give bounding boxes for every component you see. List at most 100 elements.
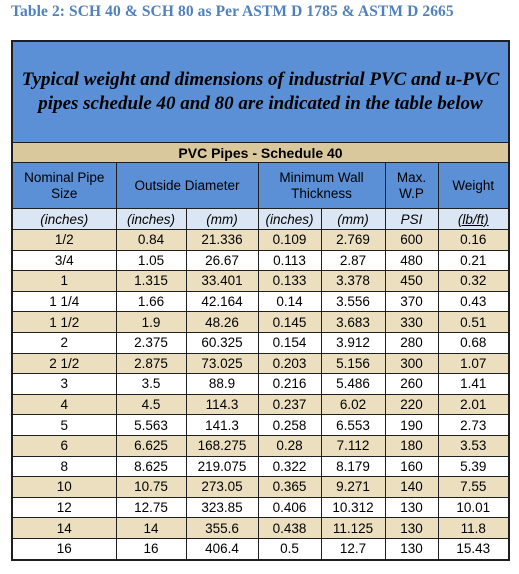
cell-wall-inches: 0.109 [257, 229, 322, 251]
table-row: 4 4.5 114.3 0.237 6.02 220 2.01 [11, 393, 510, 416]
cell-max-psi: 130 [384, 496, 439, 519]
unit-weight-lbft: (lb/ft) [437, 208, 510, 230]
header-minimum-wall-thickness: Minimum Wall Thickness [257, 162, 386, 209]
cell-max-psi: 300 [384, 352, 439, 375]
table-row: 14 14 355.6 0.438 11.125 130 11.8 [11, 517, 510, 539]
cell-wall-inches: 0.406 [257, 496, 322, 519]
cell-wall-inches: 0.365 [257, 476, 322, 498]
cell-weight: 10.01 [437, 496, 510, 519]
cell-od-inches: 4.5 [115, 393, 187, 416]
table-row: 3 3.5 88.9 0.216 5.486 260 1.41 [11, 373, 510, 395]
cell-od-inches: 14 [115, 517, 187, 539]
cell-nominal-size: 3 [11, 373, 117, 395]
cell-wall-inches: 0.154 [257, 331, 322, 354]
unit-od-inches: (inches) [115, 208, 187, 230]
cell-wall-mm: 3.683 [320, 311, 386, 333]
cell-weight: 2.01 [437, 393, 510, 416]
header-weight: Weight [437, 162, 510, 209]
cell-od-inches: 12.75 [115, 496, 187, 519]
cell-od-inches: 0.84 [115, 229, 187, 251]
cell-wall-inches: 0.14 [257, 290, 322, 313]
cell-max-psi: 190 [384, 414, 439, 436]
section-title: PVC Pipes - Schedule 40 [11, 142, 510, 163]
table-row: 2 1/2 2.875 73.025 0.203 5.156 300 1.07 [11, 352, 510, 375]
cell-wall-mm: 11.125 [320, 517, 386, 539]
cell-wall-inches: 0.438 [257, 517, 322, 539]
cell-wall-mm: 3.378 [320, 270, 386, 292]
cell-max-psi: 480 [384, 249, 439, 272]
table-row: 1 1.315 33.401 0.133 3.378 450 0.32 [11, 270, 510, 292]
cell-od-mm: 168.275 [185, 434, 259, 457]
cell-wall-mm: 6.553 [320, 414, 386, 436]
cell-od-mm: 26.67 [185, 249, 259, 272]
cell-od-mm: 73.025 [185, 352, 259, 375]
cell-max-psi: 280 [384, 331, 439, 354]
table-row: 5 5.563 141.3 0.258 6.553 190 2.73 [11, 414, 510, 436]
cell-weight: 0.32 [437, 270, 510, 292]
header-outside-diameter: Outside Diameter [115, 162, 259, 209]
unit-psi: PSI [384, 208, 439, 230]
cell-od-inches: 8.625 [115, 455, 187, 478]
table-row: 1 1/4 1.66 42.164 0.14 3.556 370 0.43 [11, 290, 510, 313]
cell-od-mm: 219.075 [185, 455, 259, 478]
cell-max-psi: 130 [384, 517, 439, 539]
cell-wall-inches: 0.203 [257, 352, 322, 375]
cell-od-mm: 355.6 [185, 517, 259, 539]
cell-od-inches: 6.625 [115, 434, 187, 457]
cell-wall-inches: 0.237 [257, 393, 322, 416]
table-row: 1/2 0.84 21.336 0.109 2.769 600 0.16 [11, 229, 510, 251]
cell-wall-mm: 8.179 [320, 455, 386, 478]
cell-max-psi: 260 [384, 373, 439, 395]
header-max-working-pressure: Max. W.P [384, 162, 439, 209]
cell-weight: 3.53 [437, 434, 510, 457]
table-row: 12 12.75 323.85 0.406 10.312 130 10.01 [11, 496, 510, 519]
cell-wall-inches: 0.133 [257, 270, 322, 292]
cell-od-mm: 141.3 [185, 414, 259, 436]
cell-wall-mm: 10.312 [320, 496, 386, 519]
cell-od-mm: 406.4 [185, 537, 259, 561]
cell-max-psi: 220 [384, 393, 439, 416]
cell-nominal-size: 1 1/4 [11, 290, 117, 313]
unit-wall-inches: (inches) [257, 208, 322, 230]
cell-weight: 2.73 [437, 414, 510, 436]
cell-wall-inches: 0.113 [257, 249, 322, 272]
cell-max-psi: 180 [384, 434, 439, 457]
cell-nominal-size: 2 1/2 [11, 352, 117, 375]
cell-od-mm: 21.336 [185, 229, 259, 251]
cell-max-psi: 130 [384, 537, 439, 561]
cell-max-psi: 330 [384, 311, 439, 333]
cell-od-inches: 2.875 [115, 352, 187, 375]
cell-weight: 1.07 [437, 352, 510, 375]
cell-od-inches: 3.5 [115, 373, 187, 395]
cell-od-mm: 48.26 [185, 311, 259, 333]
cell-weight: 0.21 [437, 249, 510, 272]
cell-nominal-size: 5 [11, 414, 117, 436]
table-row: 16 16 406.4 0.5 12.7 130 15.43 [11, 537, 510, 561]
cell-wall-inches: 0.145 [257, 311, 322, 333]
cell-nominal-size: 12 [11, 496, 117, 519]
cell-nominal-size: 14 [11, 517, 117, 539]
cell-wall-inches: 0.322 [257, 455, 322, 478]
unit-od-mm: (mm) [185, 208, 259, 230]
cell-od-mm: 273.05 [185, 476, 259, 498]
cell-wall-inches: 0.5 [257, 537, 322, 561]
cell-od-inches: 10.75 [115, 476, 187, 498]
cell-wall-mm: 2.769 [320, 229, 386, 251]
cell-weight: 0.68 [437, 331, 510, 354]
cell-od-mm: 42.164 [185, 290, 259, 313]
intro-text: Typical weight and dimensions of industr… [11, 40, 510, 143]
cell-max-psi: 160 [384, 455, 439, 478]
cell-od-inches: 2.375 [115, 331, 187, 354]
cell-max-psi: 450 [384, 270, 439, 292]
unit-wall-mm: (mm) [320, 208, 386, 230]
cell-nominal-size: 6 [11, 434, 117, 457]
cell-od-inches: 5.563 [115, 414, 187, 436]
cell-od-inches: 1.315 [115, 270, 187, 292]
table-row: 3/4 1.05 26.67 0.113 2.87 480 0.21 [11, 249, 510, 272]
table-row: 6 6.625 168.275 0.28 7.112 180 3.53 [11, 434, 510, 457]
cell-wall-mm: 3.556 [320, 290, 386, 313]
cell-wall-inches: 0.216 [257, 373, 322, 395]
cell-weight: 15.43 [437, 537, 510, 561]
pipe-table-container: Typical weight and dimensions of industr… [11, 40, 510, 561]
cell-nominal-size: 3/4 [11, 249, 117, 272]
